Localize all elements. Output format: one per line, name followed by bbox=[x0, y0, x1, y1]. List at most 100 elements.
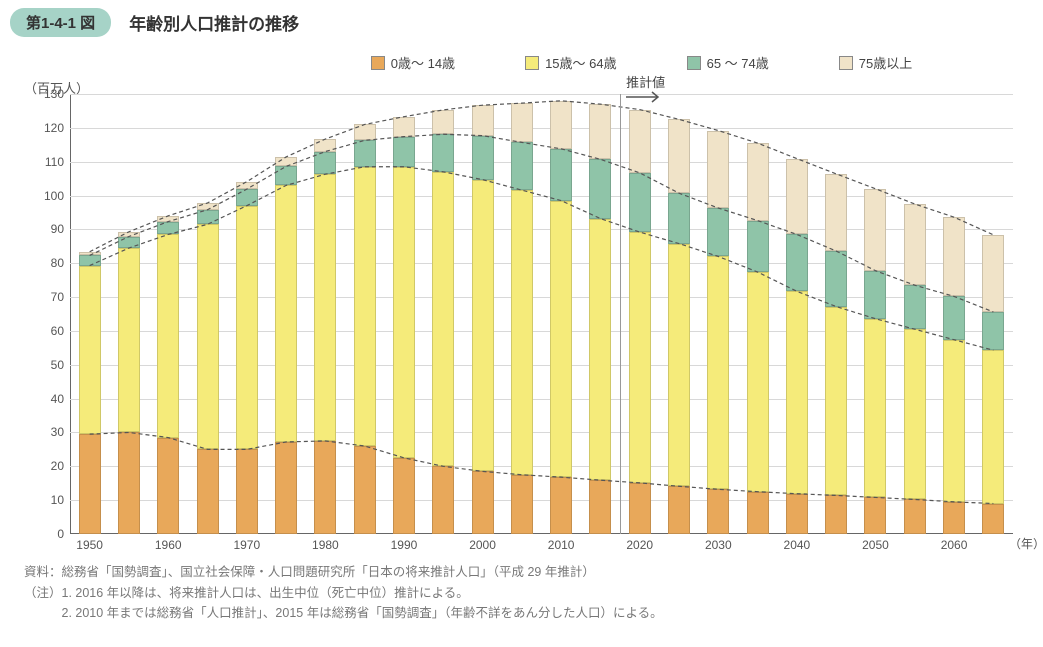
x-tick-label: 1990 bbox=[391, 538, 418, 552]
x-tick-label: 2000 bbox=[469, 538, 496, 552]
x-tick-label: 1950 bbox=[76, 538, 103, 552]
bar-segment bbox=[629, 173, 651, 232]
x-axis-unit: （年） bbox=[1009, 535, 1043, 552]
bar-segment bbox=[707, 208, 729, 256]
bar-segment bbox=[786, 494, 808, 534]
x-tick-label: 2030 bbox=[705, 538, 732, 552]
y-tick-label: 80 bbox=[26, 256, 64, 270]
bar-segment bbox=[118, 432, 140, 534]
x-tick-label: 2020 bbox=[626, 538, 653, 552]
legend-item: 65 ～ 74歳 bbox=[687, 53, 769, 72]
bar-segment bbox=[786, 291, 808, 493]
bar-segment bbox=[393, 458, 415, 534]
bar-segment bbox=[236, 449, 258, 534]
bar-segment bbox=[197, 449, 219, 534]
bar-segment bbox=[550, 149, 572, 201]
bar-segment bbox=[79, 252, 101, 256]
bar-segment bbox=[550, 201, 572, 478]
bar-segment bbox=[864, 271, 886, 319]
bar-segment bbox=[472, 136, 494, 180]
bar-segment bbox=[982, 312, 1004, 350]
bar-segment bbox=[157, 216, 179, 222]
y-tick-label: 130 bbox=[26, 87, 64, 101]
bar-segment bbox=[354, 446, 376, 534]
bar-segment bbox=[864, 319, 886, 498]
bar-segment bbox=[786, 234, 808, 291]
gridline bbox=[70, 162, 1013, 163]
legend-label: 0歳～ 14歳 bbox=[391, 53, 455, 72]
bar-segment bbox=[314, 441, 336, 534]
legend: 0歳～ 14歳 15歳～ 64歳 65 ～ 74歳 75歳以上 bbox=[240, 53, 1043, 72]
bar-segment bbox=[550, 101, 572, 149]
bar-segment bbox=[668, 244, 690, 487]
bar-segment bbox=[197, 203, 219, 210]
bar-segment bbox=[904, 329, 926, 499]
x-tick-label: 1970 bbox=[233, 538, 260, 552]
bar-segment bbox=[589, 219, 611, 481]
bar-segment bbox=[825, 495, 847, 534]
bar-segment bbox=[393, 137, 415, 167]
bar-segment bbox=[747, 143, 769, 221]
bar-segment bbox=[79, 434, 101, 534]
bar-segment bbox=[157, 438, 179, 534]
y-tick-label: 0 bbox=[26, 527, 64, 541]
arrow-right-icon bbox=[626, 90, 666, 104]
bar-segment bbox=[707, 256, 729, 489]
bar-segment bbox=[747, 221, 769, 272]
bar-segment bbox=[432, 110, 454, 134]
bar-segment bbox=[393, 167, 415, 458]
bar-segment bbox=[275, 157, 297, 166]
bar-segment bbox=[79, 266, 101, 435]
bar-segment bbox=[668, 486, 690, 534]
bar-segment bbox=[589, 480, 611, 534]
bar-segment bbox=[589, 159, 611, 218]
bar-segment bbox=[79, 255, 101, 265]
bar-segment bbox=[982, 350, 1004, 503]
note-line: 資料：総務省「国勢調査」、国立社会保障・人口問題研究所「日本の将来推計人口」（平… bbox=[24, 562, 1023, 583]
bar-segment bbox=[668, 193, 690, 243]
bar-segment bbox=[629, 232, 651, 483]
y-tick-label: 40 bbox=[26, 392, 64, 406]
bar-segment bbox=[747, 272, 769, 492]
bar-segment bbox=[904, 285, 926, 329]
legend-label: 15歳～ 64歳 bbox=[545, 53, 617, 72]
legend-swatch bbox=[687, 56, 701, 70]
y-tick-label: 120 bbox=[26, 121, 64, 135]
note-line: 2. 2010 年までは総務省「人口推計」、2015 年は総務省「国勢調査」（年… bbox=[24, 603, 1023, 624]
bar-segment bbox=[747, 492, 769, 534]
bar-segment bbox=[472, 180, 494, 472]
legend-swatch bbox=[525, 56, 539, 70]
bar-segment bbox=[629, 483, 651, 534]
bar-segment bbox=[118, 248, 140, 432]
bar-segment bbox=[550, 477, 572, 534]
bar-segment bbox=[432, 172, 454, 466]
bar-segment bbox=[589, 104, 611, 159]
y-tick-label: 100 bbox=[26, 189, 64, 203]
estimate-label: 推計値 bbox=[626, 72, 665, 91]
bar-segment bbox=[864, 497, 886, 534]
chart-area: （年） 010203040506070809010011012013019501… bbox=[70, 94, 1013, 534]
y-tick-label: 30 bbox=[26, 425, 64, 439]
legend-item: 75歳以上 bbox=[839, 53, 912, 72]
bar-segment bbox=[511, 190, 533, 475]
trend-line bbox=[90, 432, 994, 503]
bar-segment bbox=[118, 232, 140, 237]
bar-segment bbox=[943, 502, 965, 534]
bar-segment bbox=[943, 217, 965, 296]
bar-segment bbox=[314, 174, 336, 441]
bar-segment bbox=[904, 499, 926, 534]
gridline bbox=[70, 94, 1013, 95]
bar-segment bbox=[432, 466, 454, 534]
y-tick-label: 70 bbox=[26, 290, 64, 304]
bar-segment bbox=[275, 185, 297, 442]
trend-line bbox=[90, 167, 994, 350]
x-tick-label: 2010 bbox=[548, 538, 575, 552]
y-tick-label: 60 bbox=[26, 324, 64, 338]
bar-segment bbox=[118, 237, 140, 249]
bar-segment bbox=[236, 182, 258, 189]
bar-segment bbox=[472, 105, 494, 135]
bar-segment bbox=[157, 222, 179, 235]
bar-segment bbox=[943, 340, 965, 502]
source-notes: 資料：総務省「国勢調査」、国立社会保障・人口問題研究所「日本の将来推計人口」（平… bbox=[24, 562, 1023, 624]
bar-segment bbox=[432, 134, 454, 172]
